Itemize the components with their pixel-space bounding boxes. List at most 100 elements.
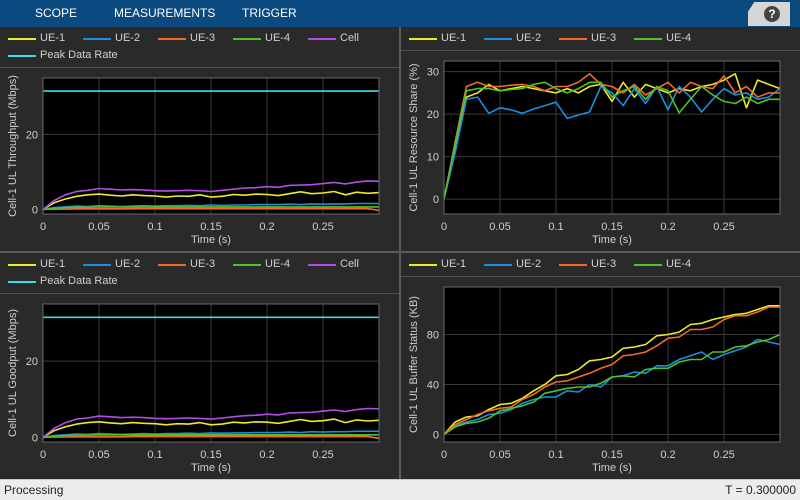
legend-swatch	[308, 38, 336, 40]
series-line-ue-2	[444, 85, 780, 200]
throughput-panel: UE-1 UE-2 UE-3 UE-4 Cell Peak Data Rate 0 0.05 0…	[0, 27, 399, 251]
legend-row: UE-1 UE-2 UE-3 UE-4 Cell	[0, 254, 399, 276]
legend-label: UE-2	[516, 258, 542, 270]
series-line-cell	[43, 407, 379, 439]
legend-item-cell[interactable]: Cell	[308, 28, 380, 50]
x-tick-label: 0.05	[88, 221, 109, 233]
x-axis-label: Time (s)	[191, 462, 231, 474]
series-line-ue-1	[43, 418, 379, 439]
legend-item-ue-2[interactable]: UE-2	[83, 254, 155, 276]
legend-item-peak-data-rate[interactable]: Peak Data Rate	[8, 271, 118, 293]
y-tick-label: 0	[433, 194, 439, 206]
legend-item-ue-1[interactable]: UE-1	[409, 28, 481, 50]
series-line-ue-1	[444, 304, 780, 436]
x-tick-label: 0	[40, 449, 46, 461]
x-tick-label: 0.15	[200, 221, 221, 233]
resource-share-panel: UE-1 UE-2 UE-3 UE-4 0 0.05 0.1 0.15 0.2 0.25 0 10 20…	[401, 27, 800, 251]
x-tick-label: 0.1	[147, 221, 162, 233]
x-tick-label: 0.2	[660, 221, 675, 233]
x-axis-label: Time (s)	[592, 234, 632, 246]
legend-swatch	[233, 38, 261, 40]
legend-item-ue-3[interactable]: UE-3	[559, 28, 631, 50]
legend-separator	[0, 293, 399, 294]
legend-item-ue-2[interactable]: UE-2	[484, 28, 556, 50]
legend-swatch	[559, 38, 587, 40]
legend-swatch	[409, 264, 437, 266]
legend-item-peak-data-rate[interactable]: Peak Data Rate	[8, 45, 118, 67]
tab-scope[interactable]: SCOPE	[35, 6, 78, 20]
legend-label: UE-1	[441, 32, 467, 44]
legend-swatch	[83, 264, 111, 266]
legend-swatch	[8, 281, 36, 283]
legend-separator	[401, 276, 800, 277]
legend-row: UE-1 UE-2 UE-3 UE-4	[401, 28, 800, 50]
plot-throughput[interactable]: 0 0.05 0.1 0.15 0.2 0.25 0 20 Time (s) Cell-1 UL …	[0, 68, 399, 251]
legend-swatch	[233, 264, 261, 266]
legend-swatch	[83, 38, 111, 40]
y-tick-label: 40	[427, 380, 439, 392]
plot-goodput[interactable]: 0 0.05 0.1 0.15 0.2 0.25 0 20 Time (s) Cell-1 UL …	[0, 294, 399, 479]
x-tick-label: 0.1	[147, 449, 162, 461]
legend-label: UE-1	[441, 258, 467, 270]
legend-item-ue-4[interactable]: UE-4	[233, 254, 305, 276]
x-tick-label: 0.25	[312, 449, 333, 461]
series-line-ue-3	[43, 435, 379, 440]
plot-buffer[interactable]: 0 0.05 0.1 0.15 0.2 0.25 0 40 80 Time (s) Cell-1 U…	[401, 277, 800, 479]
legend-swatch	[158, 264, 186, 266]
goodput-panel: UE-1 UE-2 UE-3 UE-4 Cell Peak Data Rate 0 0.05 0…	[0, 253, 399, 479]
legend-row: UE-1 UE-2 UE-3 UE-4	[401, 254, 800, 276]
x-tick-label: 0	[441, 449, 447, 461]
buffer-status-panel: UE-1 UE-2 UE-3 UE-4 0 0.05 0.1 0.15 0.2 0.25 0 40 80…	[401, 253, 800, 479]
x-tick-label: 0.15	[601, 221, 622, 233]
tab-trigger[interactable]: TRIGGER	[242, 6, 297, 20]
legend-swatch	[409, 38, 437, 40]
x-tick-label: 0.25	[713, 221, 734, 233]
legend-item-ue-4[interactable]: UE-4	[634, 254, 706, 276]
x-tick-label: 0.1	[548, 221, 563, 233]
x-tick-label: 0.2	[660, 449, 675, 461]
legend-label: UE-2	[115, 32, 141, 44]
axes-frame	[42, 77, 380, 215]
series-line-ue-4	[444, 81, 780, 200]
legend-item-ue-1[interactable]: UE-1	[8, 254, 80, 276]
series-line-cell	[43, 180, 379, 211]
x-tick-label: 0.25	[713, 449, 734, 461]
axes-frame	[443, 60, 781, 215]
y-tick-label: 0	[32, 204, 38, 216]
tab-measurements[interactable]: MEASUREMENTS	[114, 6, 216, 20]
legend-item-ue-4[interactable]: UE-4	[233, 28, 305, 50]
legend-item-ue-3[interactable]: UE-3	[158, 254, 230, 276]
plot-resource[interactable]: 0 0.05 0.1 0.15 0.2 0.25 0 10 20 30 Time (s) Cell-1…	[401, 51, 800, 251]
legend-swatch	[308, 264, 336, 266]
legend-swatch	[8, 264, 36, 266]
legend-item-ue-2[interactable]: UE-2	[83, 28, 155, 50]
series-line-ue-3	[444, 306, 780, 436]
legend-label: UE-2	[115, 258, 141, 270]
axes-frame	[42, 303, 380, 443]
legend-item-ue-3[interactable]: UE-3	[158, 28, 230, 50]
legend-item-ue-2[interactable]: UE-2	[484, 254, 556, 276]
x-tick-label: 0.2	[259, 221, 274, 233]
legend-label: UE-3	[190, 32, 216, 44]
y-tick-label: 0	[433, 430, 439, 442]
legend-swatch	[559, 264, 587, 266]
legend-item-ue-1[interactable]: UE-1	[8, 28, 80, 50]
y-tick-label: 20	[26, 356, 38, 368]
legend-label: UE-3	[591, 258, 617, 270]
legend-item-ue-4[interactable]: UE-4	[634, 28, 706, 50]
series-line-ue-3	[43, 207, 379, 212]
legend-swatch	[634, 38, 662, 40]
x-tick-label: 0.05	[489, 449, 510, 461]
status-bar: Processing T = 0.300000	[0, 479, 800, 500]
help-icon[interactable]: ?	[764, 6, 780, 22]
legend-item-ue-3[interactable]: UE-3	[559, 254, 631, 276]
y-tick-label: 30	[427, 67, 439, 79]
legend-item-ue-1[interactable]: UE-1	[409, 254, 481, 276]
y-tick-label: 10	[427, 152, 439, 164]
legend-swatch	[8, 38, 36, 40]
series-line-ue-4	[43, 434, 379, 439]
legend-swatch	[484, 38, 512, 40]
legend-item-cell[interactable]: Cell	[308, 254, 380, 276]
y-axis-label: Cell-1 UL Goodput (Mbps)	[7, 309, 19, 437]
legend-label: UE-4	[666, 258, 692, 270]
